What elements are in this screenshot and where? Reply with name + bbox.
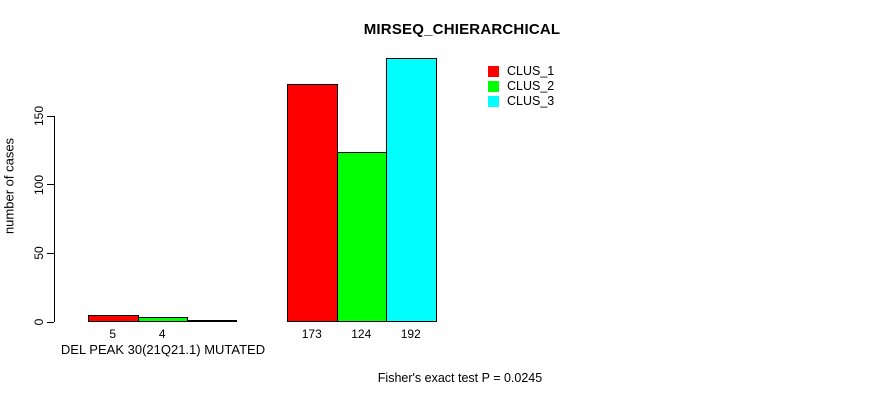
bar-clus_1-group2 xyxy=(287,84,338,322)
legend: CLUS_1 CLUS_2 CLUS_3 xyxy=(488,64,555,111)
bar-clus_2-group1 xyxy=(137,317,188,322)
y-axis-label: number of cases xyxy=(1,137,17,235)
y-tick-label: 50 xyxy=(32,246,46,261)
bar-clus_3-group1 xyxy=(187,320,237,322)
legend-swatch-clus3 xyxy=(488,96,499,107)
bar-clus_3-group2 xyxy=(386,58,437,322)
bar-clus_1-group1 xyxy=(88,315,139,322)
y-tick-label: 150 xyxy=(32,105,46,127)
y-tick xyxy=(47,115,54,117)
bar-value-label: 4 xyxy=(158,327,166,341)
bar-value-label: 5 xyxy=(109,327,117,341)
bar-clus_2-group2 xyxy=(336,152,387,322)
legend-label: CLUS_1 xyxy=(507,64,555,78)
y-tick-label: 0 xyxy=(32,318,46,326)
bar-value-label: 173 xyxy=(301,327,322,341)
legend-label: CLUS_3 xyxy=(507,94,555,108)
legend-item: CLUS_3 xyxy=(488,94,555,108)
y-tick xyxy=(47,184,54,186)
legend-item: CLUS_2 xyxy=(488,79,555,93)
legend-label: CLUS_2 xyxy=(507,79,555,93)
bar-value-label: 124 xyxy=(351,327,372,341)
y-tick-label: 100 xyxy=(32,174,46,195)
x-axis-group-label: DEL PEAK 30(21Q21.1) MUTATED xyxy=(60,342,266,357)
legend-item: CLUS_1 xyxy=(488,64,555,78)
legend-swatch-clus1 xyxy=(488,66,499,77)
annotation-text: Fisher's exact test P = 0.0245 xyxy=(377,371,543,385)
y-axis-line xyxy=(54,116,55,322)
y-tick xyxy=(47,321,54,323)
legend-swatch-clus2 xyxy=(488,81,499,92)
chart-title: MIRSEQ_CHIERARCHICAL xyxy=(363,21,561,38)
y-tick xyxy=(47,252,54,254)
bar-value-label: 192 xyxy=(400,327,421,341)
